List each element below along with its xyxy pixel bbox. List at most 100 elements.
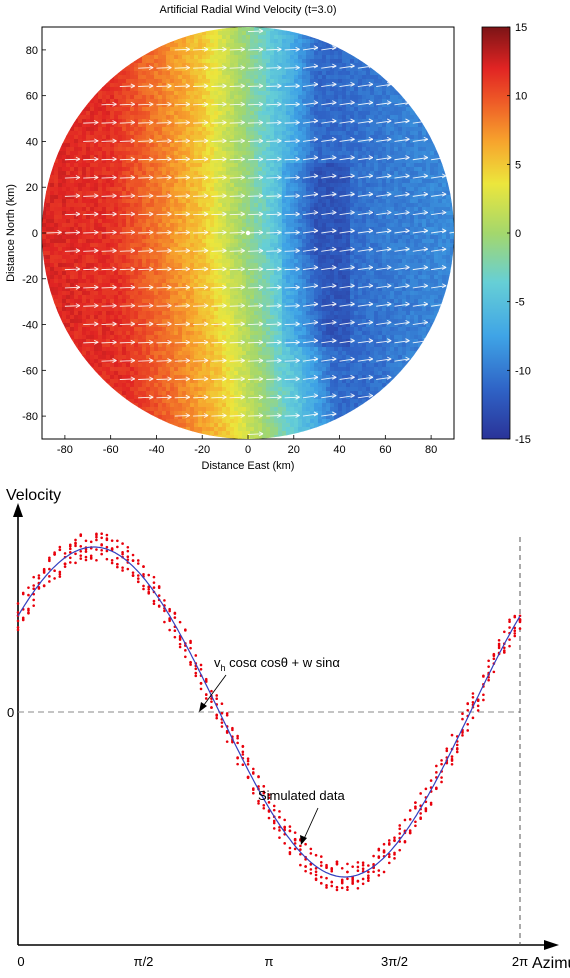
velocity-cell — [266, 43, 271, 48]
velocity-cell — [202, 179, 207, 184]
velocity-cell — [302, 187, 307, 192]
velocity-cell — [338, 111, 343, 116]
velocity-cell — [118, 219, 123, 224]
velocity-cell — [158, 219, 163, 224]
velocity-cell — [266, 215, 271, 220]
velocity-cell — [206, 35, 211, 40]
velocity-cell — [102, 183, 107, 188]
velocity-cell — [390, 175, 395, 180]
velocity-cell — [306, 95, 311, 100]
velocity-cell — [330, 199, 335, 204]
velocity-cell — [374, 79, 379, 84]
velocity-cell — [150, 215, 155, 220]
velocity-cell — [314, 123, 319, 128]
velocity-cell — [254, 163, 259, 168]
velocity-cell — [254, 159, 259, 164]
velocity-cell — [262, 91, 267, 96]
velocity-cell — [394, 135, 399, 140]
velocity-cell — [246, 179, 251, 184]
velocity-cell — [142, 135, 147, 140]
velocity-cell — [318, 219, 323, 224]
velocity-cell — [358, 75, 363, 80]
velocity-cell — [382, 231, 387, 236]
velocity-cell — [94, 135, 99, 140]
velocity-cell — [166, 115, 171, 120]
velocity-cell — [142, 207, 147, 212]
velocity-cell — [250, 251, 255, 256]
velocity-cell — [374, 235, 379, 240]
velocity-cell — [398, 123, 403, 128]
velocity-cell — [186, 143, 191, 148]
velocity-cell — [422, 215, 427, 220]
velocity-cell — [154, 151, 159, 156]
velocity-cell — [446, 187, 451, 192]
velocity-cell — [110, 95, 115, 100]
velocity-cell — [98, 211, 103, 216]
velocity-cell — [58, 167, 63, 172]
velocity-cell — [190, 55, 195, 60]
velocity-cell — [442, 231, 447, 236]
velocity-cell — [62, 227, 67, 232]
velocity-cell — [250, 159, 255, 164]
velocity-cell — [158, 51, 163, 56]
velocity-cell — [218, 227, 223, 232]
velocity-cell — [450, 227, 454, 232]
velocity-cell — [242, 179, 247, 184]
velocity-cell — [310, 199, 315, 204]
velocity-cell — [326, 91, 331, 96]
velocity-cell — [274, 59, 279, 64]
velocity-cell — [182, 179, 187, 184]
velocity-cell — [234, 175, 239, 180]
velocity-cell — [70, 207, 75, 212]
velocity-cell — [294, 59, 299, 64]
velocity-cell — [218, 99, 223, 104]
velocity-cell — [198, 207, 203, 212]
velocity-cell — [334, 199, 339, 204]
velocity-cell — [210, 203, 215, 208]
velocity-cell — [346, 75, 351, 80]
velocity-cell — [250, 51, 255, 56]
velocity-cell — [258, 215, 263, 220]
velocity-cell — [190, 247, 195, 252]
velocity-cell — [222, 75, 227, 80]
velocity-cell — [202, 35, 207, 40]
velocity-cell — [426, 211, 431, 216]
velocity-cell — [294, 207, 299, 212]
velocity-cell — [342, 207, 347, 212]
velocity-cell — [110, 187, 115, 192]
velocity-cell — [322, 239, 327, 244]
velocity-cell — [314, 147, 319, 152]
velocity-cell — [154, 235, 159, 240]
velocity-cell — [258, 179, 263, 184]
velocity-cell — [298, 83, 303, 88]
velocity-cell — [350, 179, 355, 184]
velocity-cell — [202, 59, 207, 64]
velocity-cell — [190, 191, 195, 196]
velocity-cell — [130, 179, 135, 184]
velocity-cell — [74, 191, 79, 196]
velocity-cell — [270, 35, 275, 40]
velocity-cell — [118, 79, 123, 84]
velocity-cell — [146, 91, 151, 96]
velocity-cell — [242, 39, 247, 44]
velocity-cell — [382, 123, 387, 128]
velocity-cell — [70, 255, 75, 260]
velocity-cell — [414, 147, 419, 152]
velocity-cell — [298, 95, 303, 100]
velocity-cell — [210, 71, 215, 76]
velocity-cell — [354, 143, 359, 148]
velocity-cell — [346, 131, 351, 136]
velocity-cell — [374, 199, 379, 204]
velocity-cell — [150, 115, 155, 120]
velocity-cell — [270, 75, 275, 80]
velocity-cell — [154, 107, 159, 112]
velocity-cell — [322, 95, 327, 100]
velocity-cell — [182, 159, 187, 164]
velocity-cell — [238, 107, 243, 112]
velocity-cell — [226, 39, 231, 44]
velocity-cell — [278, 219, 283, 224]
velocity-cell — [70, 223, 75, 228]
velocity-cell — [146, 239, 151, 244]
velocity-cell — [158, 155, 163, 160]
velocity-cell — [230, 203, 235, 208]
